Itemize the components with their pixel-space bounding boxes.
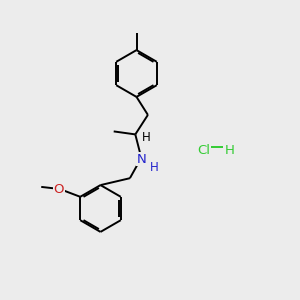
- Text: H: H: [225, 143, 235, 157]
- Text: N: N: [136, 153, 146, 166]
- Text: O: O: [53, 183, 64, 196]
- Text: Cl: Cl: [197, 143, 211, 157]
- Text: H: H: [142, 130, 151, 144]
- Text: H: H: [150, 160, 159, 174]
